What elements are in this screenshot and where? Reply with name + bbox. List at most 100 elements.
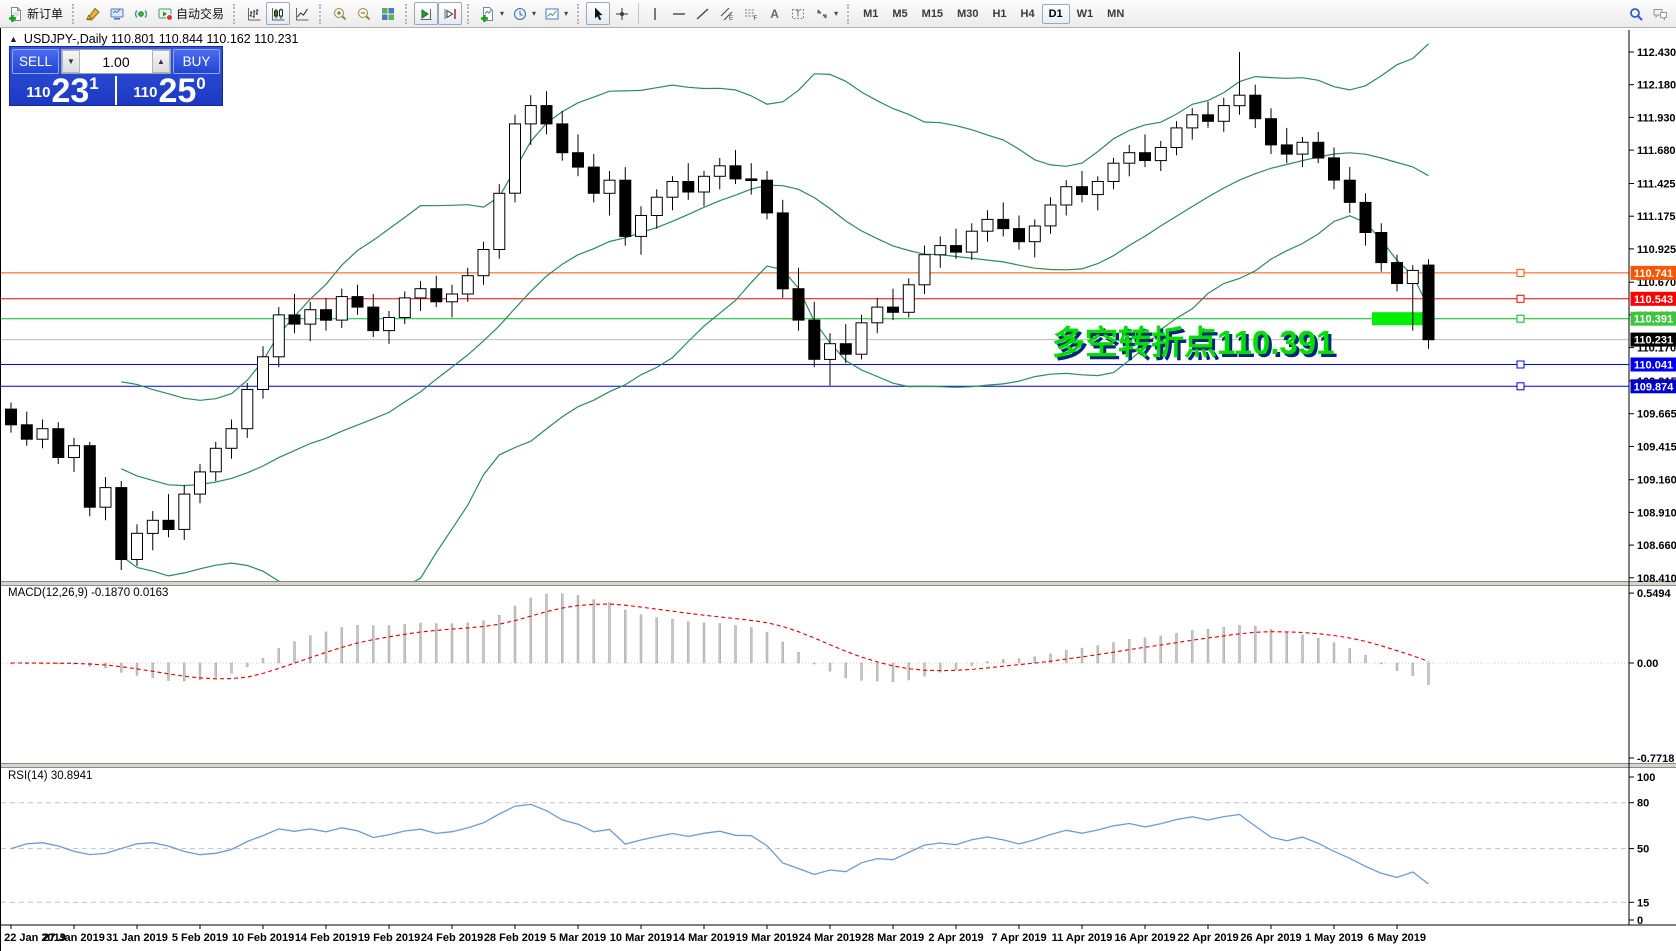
channel-tool-button[interactable]: E [715,2,739,25]
cursor-tool-button[interactable] [586,2,611,25]
trendline-icon [695,6,711,22]
crosshair-tool-button[interactable] [610,2,634,25]
timeframe-w1-button[interactable]: W1 [1076,7,1094,20]
hline-handle[interactable] [1516,360,1525,369]
horizontal-line-icon [671,6,687,22]
timeframe-h4-button[interactable]: H4 [1020,7,1035,20]
line-chart-icon [294,6,310,22]
svg-text:28 Mar 2019: 28 Mar 2019 [862,932,924,944]
svg-text:109.874: 109.874 [1634,381,1675,393]
arrows-tool-button[interactable]: ▾ [810,2,842,25]
tile-windows-icon [380,6,396,22]
volume-stepper: ▼ ▲ [61,49,171,74]
chart-canvas[interactable]: 112.430 112.180 111.930 111.680 111.425 111.1… [1,28,1676,951]
search-icon [1628,6,1644,22]
chart-shift-button[interactable] [438,2,463,25]
dropdown-arrow-icon: ▾ [564,9,569,18]
svg-text:11 Apr 2019: 11 Apr 2019 [1052,932,1113,944]
hline-handle[interactable] [1516,268,1525,277]
timeframe-m15-button[interactable]: M15 [921,7,944,20]
svg-text:E: E [729,16,733,22]
collapse-arrow-icon[interactable]: ▲ [9,34,18,44]
svg-text:111.175: 111.175 [1637,211,1676,223]
text-tool-icon: A [770,6,779,21]
svg-text:F: F [754,16,758,22]
svg-text:108.660: 108.660 [1637,540,1676,552]
svg-text:110.543: 110.543 [1634,294,1673,306]
sell-price-tile[interactable]: 110 23 1 [10,72,115,110]
buy-button[interactable]: BUY [173,49,220,74]
timeframe-m5-button[interactable]: M5 [892,7,908,20]
hline-handle[interactable] [1516,294,1525,303]
svg-text:1 May 2019: 1 May 2019 [1305,932,1363,944]
autotrading-button[interactable]: 自动交易 [153,2,228,25]
hline-price-label [1630,265,1676,280]
data-window-button[interactable] [105,2,129,25]
signals-button[interactable] [129,2,153,25]
dropdown-arrow-icon: ▾ [532,9,537,18]
candlestick-mode-button[interactable] [266,2,291,25]
svg-text:110.925: 110.925 [1637,244,1676,256]
svg-text:T: T [796,9,801,18]
svg-text:26 Apr 2019: 26 Apr 2019 [1240,932,1301,944]
timeframe-mn-button[interactable]: MN [1107,7,1125,20]
timeframe-m1-button[interactable]: M1 [863,7,879,20]
periods-button[interactable]: ▾ [508,2,540,25]
price-axis[interactable]: 112.430 112.180 111.930 111.680 111.425 111.1… [1628,30,1676,927]
search-button[interactable] [1624,2,1648,25]
horizontal-line-tool-button[interactable] [667,2,691,25]
buy-price-tile[interactable]: 110 25 0 [117,74,222,108]
svg-text:10 Feb 2019: 10 Feb 2019 [232,932,294,944]
zoom-out-button[interactable] [352,2,376,25]
svg-text:108.910: 108.910 [1637,507,1676,519]
svg-text:5 Mar 2019: 5 Mar 2019 [550,932,606,944]
new-order-button[interactable]: 新订单 [4,2,67,25]
svg-text:6 May 2019: 6 May 2019 [1368,932,1426,944]
fibonacci-tool-button[interactable]: F [739,2,763,25]
svg-text:15: 15 [1637,897,1649,909]
hline-price-label [1630,291,1676,306]
chat-button[interactable] [1648,2,1672,25]
timeframe-d1-button[interactable]: D1 [1041,3,1070,24]
metaeditor-button[interactable] [81,2,105,25]
buy-price-prefix: 110 [133,84,158,101]
svg-text:0.00: 0.00 [1637,658,1658,670]
text-label-tool-button[interactable]: T [786,2,810,25]
vertical-line-tool-button[interactable] [643,2,667,25]
highlight-rect[interactable] [1372,312,1434,326]
sell-price-big: 23 [51,72,90,110]
templates-button[interactable]: ▾ [540,2,572,25]
text-label-icon: T [790,6,806,22]
tile-windows-button[interactable] [376,2,400,25]
trendline-tool-button[interactable] [691,2,715,25]
sell-button[interactable]: SELL [12,49,59,74]
chart-shift-icon [442,6,458,22]
volume-input[interactable] [80,50,152,73]
zoom-in-button[interactable] [328,2,352,25]
autotrading-label: 自动交易 [176,7,225,21]
svg-text:19 Feb 2019: 19 Feb 2019 [358,932,420,944]
indicators-button[interactable]: ▾ [476,2,508,25]
svg-text:24 Feb 2019: 24 Feb 2019 [421,932,483,944]
bar-chart-mode-button[interactable] [242,2,266,25]
hline-handle[interactable] [1516,314,1525,323]
hline-handle[interactable] [1516,382,1525,391]
timeframe-h1-button[interactable]: H1 [992,7,1007,20]
svg-text:112.180: 112.180 [1637,80,1676,92]
line-chart-mode-button[interactable] [290,2,314,25]
svg-text:14 Mar 2019: 14 Mar 2019 [673,932,735,944]
svg-text:109.160: 109.160 [1637,475,1676,487]
svg-text:111.930: 111.930 [1637,112,1676,124]
chart-text-annotation[interactable]: 多空转折点110.391 [1052,324,1335,361]
volume-increase-button[interactable]: ▲ [152,50,170,73]
new-order-label: 新订单 [27,7,64,21]
text-tool-button[interactable]: A [763,2,786,25]
auto-scroll-button[interactable] [414,2,439,25]
svg-text:0: 0 [1637,915,1643,927]
candlestick-series [5,52,1435,570]
svg-text:22 Apr 2019: 22 Apr 2019 [1177,932,1238,944]
svg-text:112.430: 112.430 [1637,47,1676,59]
volume-decrease-button[interactable]: ▼ [62,50,80,73]
timeframe-m30-button[interactable]: M30 [957,7,979,20]
